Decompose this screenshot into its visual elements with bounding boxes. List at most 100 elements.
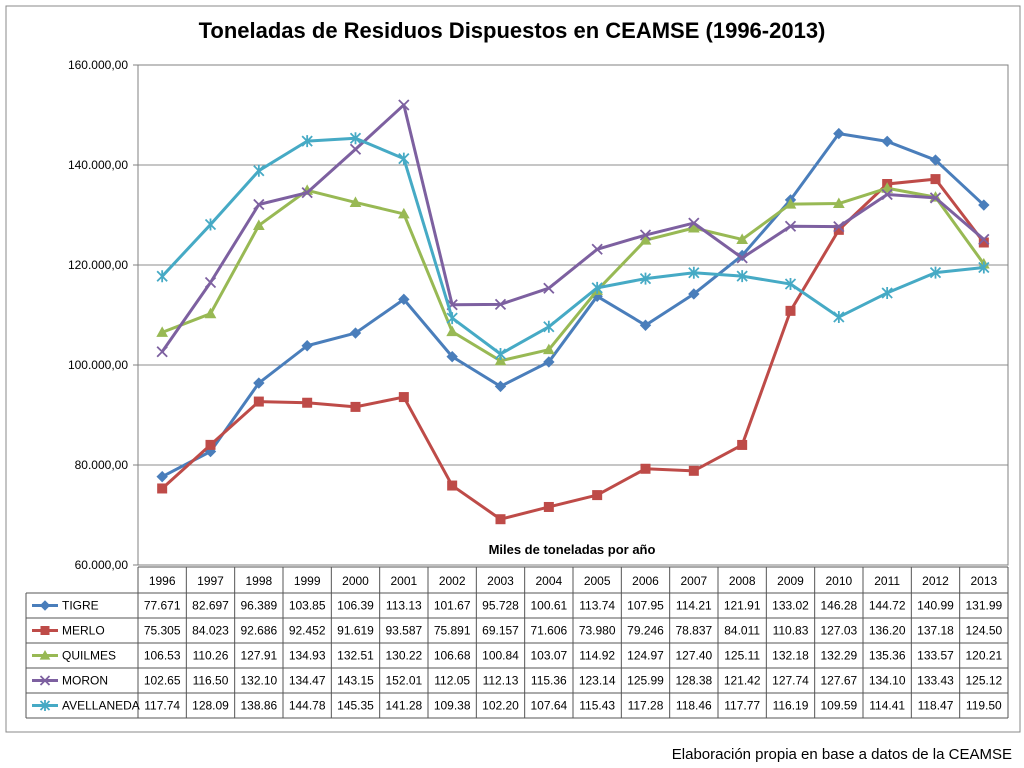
data-label: 137.18 <box>917 624 954 638</box>
data-label: 93.587 <box>385 624 422 638</box>
data-point-marker <box>833 311 845 324</box>
data-point-marker <box>688 217 700 229</box>
data-point-marker <box>301 135 313 148</box>
data-point-marker <box>591 243 603 255</box>
data-label: 109.59 <box>820 699 857 713</box>
x-tick-label: 1996 <box>149 574 176 588</box>
data-label: 115.43 <box>579 699 615 713</box>
x-tick-label: 2009 <box>777 574 804 588</box>
y-tick-label: 80.000,00 <box>75 458 129 472</box>
data-point-marker <box>253 396 264 407</box>
series-line <box>161 136 984 356</box>
data-point-marker <box>494 298 507 310</box>
data-label: 75.305 <box>144 624 181 638</box>
series-lines <box>156 99 990 525</box>
data-label: 103.07 <box>530 649 567 663</box>
data-point-marker <box>349 143 362 155</box>
data-point-marker <box>446 312 458 325</box>
data-label: 124.50 <box>965 624 1002 638</box>
data-point-marker <box>446 350 458 363</box>
data-point-marker <box>929 266 942 279</box>
data-label: 75.891 <box>434 624 471 638</box>
data-label: 78.837 <box>675 624 712 638</box>
data-label: 128.09 <box>192 699 229 713</box>
data-point-marker <box>494 354 507 366</box>
data-point-marker <box>930 174 941 185</box>
data-point-marker <box>157 483 168 494</box>
data-point-marker <box>639 272 652 285</box>
data-point-marker <box>40 626 50 635</box>
data-point-marker <box>784 198 797 209</box>
x-tick-label: 1999 <box>294 574 321 588</box>
data-label: 125.12 <box>965 674 1002 688</box>
data-point-marker <box>397 207 410 219</box>
legend-entry: AVELLANEDA <box>62 699 140 713</box>
data-point-marker <box>543 282 555 294</box>
series-line <box>161 132 985 478</box>
data-point-marker <box>736 233 749 244</box>
data-label: 143.15 <box>337 674 374 688</box>
data-point-marker <box>398 152 410 165</box>
data-label: 102.65 <box>144 674 181 688</box>
data-point-marker <box>737 439 748 450</box>
x-tick-label: 2007 <box>680 574 707 588</box>
data-label: 92.686 <box>240 624 277 638</box>
data-point-marker <box>446 325 459 337</box>
legend-entry: MORON <box>62 674 108 688</box>
x-tick-label: 1997 <box>197 574 224 588</box>
data-point-marker <box>349 196 362 207</box>
data-label: 152.01 <box>385 674 422 688</box>
x-tick-label: 2005 <box>584 574 611 588</box>
data-label: 92.452 <box>289 624 326 638</box>
data-point-marker <box>543 356 555 368</box>
table-row: TIGRE 77.671 82.697 96.389 103.85 106.39 113.1… <box>32 599 1003 613</box>
data-label: 120.21 <box>965 649 1002 663</box>
x-tick-label: 2008 <box>729 574 756 588</box>
data-point-marker <box>204 276 217 289</box>
data-label: 117.77 <box>724 699 760 713</box>
data-point-marker <box>832 197 845 209</box>
data-point-marker <box>39 675 51 686</box>
data-label: 127.03 <box>820 624 857 638</box>
data-point-marker <box>639 229 652 241</box>
data-point-marker <box>302 397 313 408</box>
data-label: 116.19 <box>773 699 809 713</box>
y-tick-label: 60.000,00 <box>75 558 129 572</box>
data-point-marker <box>253 198 265 211</box>
data-point-marker <box>542 343 555 355</box>
data-label: 84.011 <box>724 624 760 638</box>
data-label: 127.91 <box>240 649 277 663</box>
y-tick-label: 100.000,00 <box>68 358 128 372</box>
data-label: 73.980 <box>579 624 616 638</box>
data-label: 123.14 <box>579 674 616 688</box>
x-tick-label: 2010 <box>825 574 852 588</box>
data-label: 82.697 <box>192 599 229 613</box>
data-point-marker <box>495 514 506 525</box>
data-label: 133.43 <box>917 674 954 688</box>
data-label: 145.35 <box>337 699 374 713</box>
data-point-marker <box>978 199 990 211</box>
data-point-marker <box>253 377 265 389</box>
data-point-marker <box>591 281 603 294</box>
table-row: MERLO 75.305 84.023 92.686 92.452 91.619 93.58… <box>32 624 1003 638</box>
y-axis-ticks: 60.000,00 80.000,00 100.000,00 120.000,00 14… <box>68 58 138 572</box>
data-table: 1996 1997 1998 1999 2000 2001 2002 2003 2004 2005… <box>25 566 1009 719</box>
data-label: 127.67 <box>820 674 857 688</box>
data-point-marker <box>398 293 410 306</box>
data-label: 69.157 <box>482 624 519 638</box>
y-tick-label: 160.000,00 <box>68 58 128 72</box>
data-label: 79.246 <box>627 624 664 638</box>
data-label: 133.57 <box>917 649 954 663</box>
data-label: 103.85 <box>289 599 326 613</box>
y-tick-label: 140.000,00 <box>68 158 128 172</box>
data-label: 101.67 <box>434 599 471 613</box>
chart-frame <box>5 5 1021 733</box>
data-label: 77.671 <box>144 599 181 613</box>
data-point-marker <box>881 188 893 201</box>
data-point-marker <box>253 164 265 177</box>
data-label: 132.10 <box>240 674 277 688</box>
data-point-marker <box>543 501 554 512</box>
data-label: 71.606 <box>530 624 567 638</box>
